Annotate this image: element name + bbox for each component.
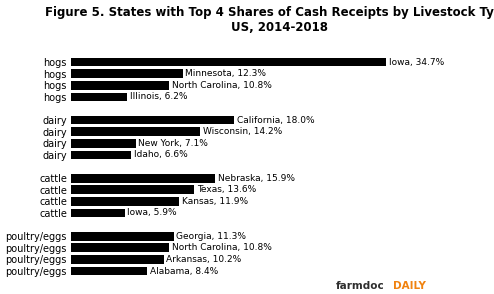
Text: North Carolina, 10.8%: North Carolina, 10.8% [172, 243, 272, 252]
Bar [71, 69, 183, 78]
Bar [71, 127, 200, 136]
Text: Iowa, 34.7%: Iowa, 34.7% [389, 58, 444, 67]
Text: farmdoc: farmdoc [336, 281, 385, 291]
Text: Texas, 13.6%: Texas, 13.6% [197, 185, 256, 194]
Text: Wisconsin, 14.2%: Wisconsin, 14.2% [203, 127, 282, 136]
Bar [71, 186, 195, 194]
Text: Alabama, 8.4%: Alabama, 8.4% [150, 267, 218, 275]
Text: Idaho, 6.6%: Idaho, 6.6% [134, 151, 187, 159]
Bar [71, 81, 169, 90]
Text: North Carolina, 10.8%: North Carolina, 10.8% [172, 81, 272, 90]
Bar [71, 151, 131, 159]
Text: Nebraska, 15.9%: Nebraska, 15.9% [218, 174, 295, 183]
Text: California, 18.0%: California, 18.0% [237, 116, 315, 125]
Title: Figure 5. States with Top 4 Shares of Cash Receipts by Livestock Type,
US, 2014-: Figure 5. States with Top 4 Shares of Ca… [45, 6, 494, 34]
Bar [71, 232, 173, 240]
Text: Iowa, 5.9%: Iowa, 5.9% [127, 208, 177, 218]
Text: Minnesota, 12.3%: Minnesota, 12.3% [185, 69, 266, 78]
Bar [71, 243, 169, 252]
Bar [71, 255, 164, 264]
Text: Arkansas, 10.2%: Arkansas, 10.2% [166, 255, 242, 264]
Bar [71, 139, 135, 148]
Text: Georgia, 11.3%: Georgia, 11.3% [176, 232, 247, 241]
Text: Illinois, 6.2%: Illinois, 6.2% [130, 92, 188, 101]
Bar [71, 93, 127, 101]
Text: Kansas, 11.9%: Kansas, 11.9% [182, 197, 248, 206]
Bar [71, 197, 179, 206]
Text: DAILY: DAILY [393, 281, 426, 291]
Text: New York, 7.1%: New York, 7.1% [138, 139, 208, 148]
Bar [71, 267, 147, 275]
Bar [71, 209, 124, 217]
Bar [71, 58, 386, 66]
Bar [71, 116, 235, 124]
Bar [71, 174, 215, 183]
